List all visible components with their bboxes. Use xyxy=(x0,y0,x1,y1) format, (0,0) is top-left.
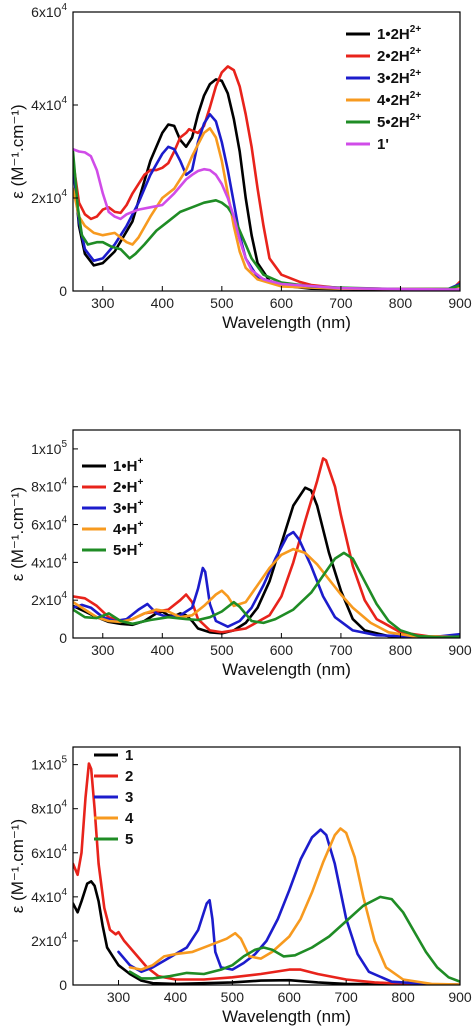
y-tick-label: 6x104 xyxy=(31,843,67,861)
legend-label: 3•2H2+ xyxy=(377,68,421,87)
panel-2: 300 400 500 600 700 800 900 0 2x104 4x104 6x104 8x1… xyxy=(8,429,472,679)
y-tick-label: 6x104 xyxy=(31,2,67,20)
x-axis-title: Wavelength (nm) xyxy=(222,1007,351,1026)
x-tick-label: 300 xyxy=(91,642,115,658)
legend-label: 2 xyxy=(125,768,133,785)
series-line-1 xyxy=(73,880,460,985)
x-tick-label: 500 xyxy=(210,295,234,311)
legend-label: 4 xyxy=(125,810,134,827)
y-tick-label: 0 xyxy=(59,630,67,646)
legend-label: 3•H+ xyxy=(113,498,143,517)
legend-label: 1•H+ xyxy=(113,456,143,475)
series-line-5 xyxy=(128,895,460,983)
x-tick-label: 600 xyxy=(270,642,294,658)
x-tick-label: 700 xyxy=(329,295,353,311)
x-tick-label: 800 xyxy=(391,989,415,1005)
y-tick-label: 8x104 xyxy=(31,799,67,817)
y-tick-label: 6x104 xyxy=(31,515,67,533)
y-tick-label: 0 xyxy=(59,283,67,299)
series-line-4 xyxy=(73,547,460,638)
legend-label: 5•2H2+ xyxy=(377,112,421,131)
y-tick-label: 4x104 xyxy=(31,552,67,570)
x-tick-label: 600 xyxy=(278,989,302,1005)
legend-label: 3 xyxy=(125,789,133,806)
series-line-4 xyxy=(73,127,460,291)
legend-label: 1 xyxy=(125,747,133,764)
legend-label: 2•H+ xyxy=(113,477,143,496)
panel-3: 300 400 500 600 700 800 900 0 2x104 4x104 6x104 8x1… xyxy=(8,746,472,1026)
x-tick-label: 500 xyxy=(210,642,234,658)
x-axis-title: Wavelength (nm) xyxy=(222,660,351,679)
legend-label: 1' xyxy=(377,136,389,153)
y-tick-label: 4x104 xyxy=(31,887,67,905)
legend-label: 1•2H2+ xyxy=(377,24,421,43)
plot-frame xyxy=(72,746,461,986)
y-tick-label: 4x104 xyxy=(31,95,67,113)
series-line-6 xyxy=(73,147,460,291)
y-tick-label: 1x105 xyxy=(31,439,67,457)
x-tick-label: 800 xyxy=(389,642,413,658)
y-axis-title: ε (M⁻¹.cm⁻¹) xyxy=(8,104,27,198)
x-tick-label: 800 xyxy=(389,295,413,311)
series-line-5 xyxy=(73,551,460,638)
plot-frame xyxy=(72,11,461,292)
x-tick-label: 400 xyxy=(164,989,188,1005)
x-tick-label: 400 xyxy=(151,295,175,311)
series-line-3 xyxy=(117,828,460,985)
x-tick-label: 900 xyxy=(448,642,472,658)
legend-label: 4•2H2+ xyxy=(377,90,421,109)
y-tick-label: 2x104 xyxy=(31,188,67,206)
y-tick-label: 1x105 xyxy=(31,755,67,773)
y-tick-label: 0 xyxy=(59,977,67,993)
series-line-3 xyxy=(73,113,460,291)
x-tick-label: 700 xyxy=(329,642,353,658)
legend-label: 2•2H2+ xyxy=(377,46,421,65)
y-axis-title: ε (M⁻¹.cm⁻¹) xyxy=(8,819,27,913)
x-tick-label: 500 xyxy=(221,989,245,1005)
series-line-4 xyxy=(128,827,460,985)
series-line-5 xyxy=(73,150,460,291)
x-tick-label: 700 xyxy=(334,989,358,1005)
legend: 1•2H2+ 2•2H2+ 3•2H2+ 4•2H2+ 5•2H2+ 1' xyxy=(346,24,421,153)
series-line-3 xyxy=(73,530,460,638)
x-tick-label: 300 xyxy=(91,295,115,311)
panel-1: 300 400 500 600 700 800 900 0 2x104 4x104 6x104 Wav… xyxy=(8,2,472,332)
series-group xyxy=(73,762,460,985)
legend-label: 4•H+ xyxy=(113,519,143,538)
y-tick-label: 8x104 xyxy=(31,477,67,495)
plot-frame xyxy=(72,429,461,639)
x-axis-title: Wavelength (nm) xyxy=(222,313,351,332)
legend-label: 5 xyxy=(125,831,133,848)
y-axis-title: ε (M⁻¹.cm⁻¹) xyxy=(8,487,27,581)
series-line-2 xyxy=(73,65,460,291)
legend: 1•H+ 2•H+ 3•H+ 4•H+ 5•H+ xyxy=(82,456,143,559)
x-tick-label: 300 xyxy=(107,989,131,1005)
x-tick-label: 900 xyxy=(448,989,472,1005)
x-tick-label: 600 xyxy=(270,295,294,311)
legend-label: 5•H+ xyxy=(113,540,143,559)
y-tick-label: 2x104 xyxy=(31,931,67,949)
legend: 1 2 3 4 5 xyxy=(94,747,134,848)
x-tick-label: 400 xyxy=(151,642,175,658)
x-tick-label: 900 xyxy=(448,295,472,311)
series-line-2 xyxy=(73,762,460,985)
y-tick-label: 2x104 xyxy=(31,590,67,608)
series-group xyxy=(73,65,460,291)
